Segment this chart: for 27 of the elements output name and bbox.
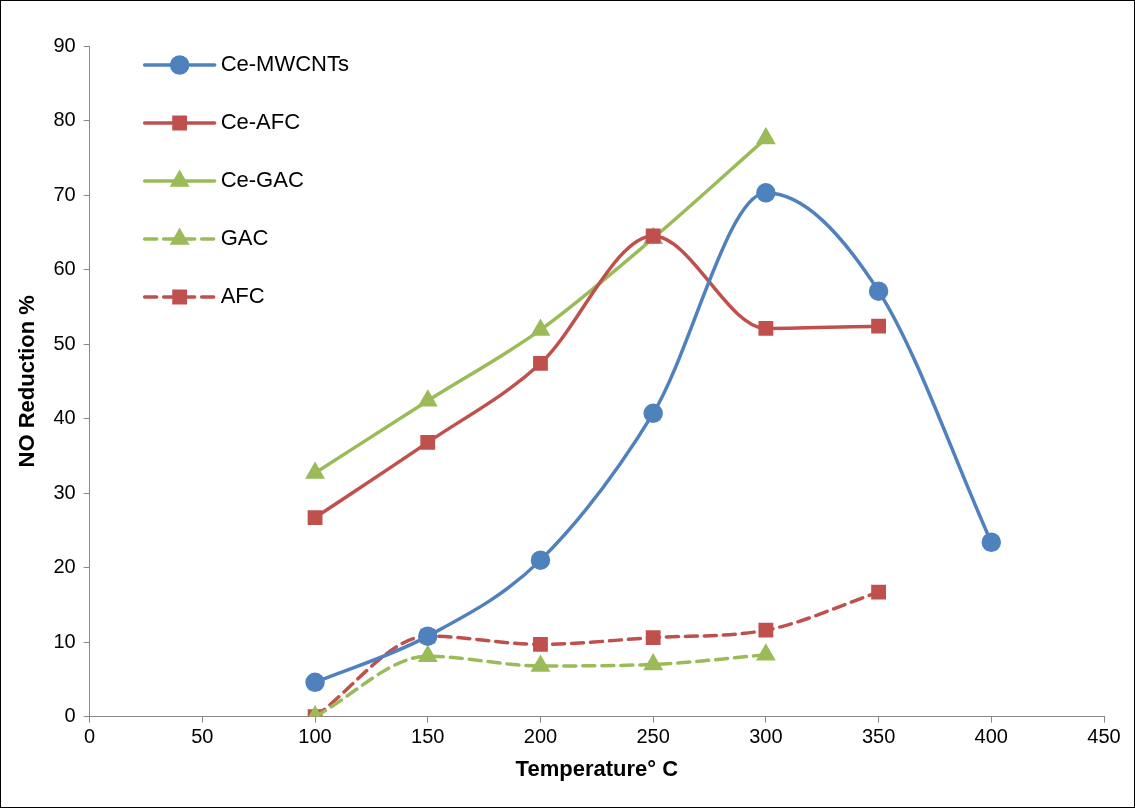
x-tick-label: 300 bbox=[749, 725, 783, 748]
y-tick-label: 0 bbox=[64, 704, 76, 727]
x-tick-label: 250 bbox=[636, 725, 670, 748]
x-tick-label: 150 bbox=[411, 725, 445, 748]
y-tick-label: 70 bbox=[53, 182, 76, 205]
x-tick-label: 200 bbox=[523, 725, 558, 748]
x-tick-label: 100 bbox=[298, 725, 332, 748]
y-tick-label: 30 bbox=[53, 480, 76, 503]
y-tick-label: 50 bbox=[53, 331, 76, 354]
x-tick-label: 350 bbox=[861, 725, 896, 748]
y-tick-label: 80 bbox=[53, 108, 76, 131]
y-tick-label: 60 bbox=[53, 257, 76, 280]
x-tick-label: 50 bbox=[191, 725, 214, 748]
x-tick-label: 0 bbox=[84, 725, 96, 748]
x-tick-label: 450 bbox=[1087, 725, 1121, 748]
legend-label: AFC bbox=[220, 283, 265, 309]
y-axis-title: NO Reduction % bbox=[14, 295, 40, 468]
x-tick-label: 400 bbox=[974, 725, 1008, 748]
y-tick-label: 20 bbox=[53, 555, 76, 578]
x-axis-title: Temperature° C bbox=[515, 755, 679, 781]
legend-label: GAC bbox=[220, 225, 269, 251]
legend-label: Ce-AFC bbox=[220, 109, 301, 135]
y-tick-label: 90 bbox=[53, 33, 76, 56]
y-tick-label: 40 bbox=[53, 406, 76, 429]
y-tick-label: 10 bbox=[53, 629, 76, 652]
legend-label: Ce-MWCNTs bbox=[220, 51, 349, 77]
legend-label: Ce-GAC bbox=[220, 167, 304, 193]
